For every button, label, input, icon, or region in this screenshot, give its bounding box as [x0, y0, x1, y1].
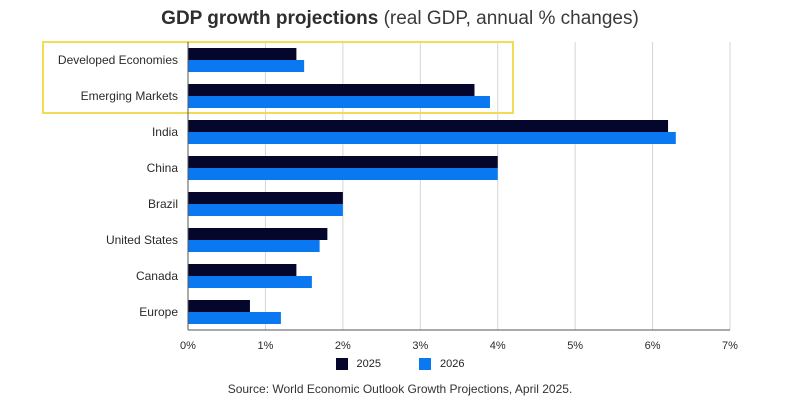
bars — [188, 48, 676, 324]
category-label: Developed Economies — [58, 53, 178, 67]
category-label: Canada — [136, 269, 178, 283]
bar-2026 — [188, 276, 312, 288]
bar-2025 — [188, 120, 669, 132]
bar-2026 — [188, 96, 490, 108]
legend-swatch-2026 — [419, 358, 431, 370]
category-label: China — [147, 161, 179, 175]
chart-title-subtitle: (real GDP, annual % changes) — [383, 8, 639, 29]
bar-2026 — [188, 240, 320, 252]
legend-item-2025: 2025 — [335, 358, 381, 370]
bar-2025 — [188, 156, 498, 168]
bar-2026 — [188, 312, 281, 324]
category-label: India — [152, 125, 178, 139]
category-label: Europe — [139, 305, 178, 319]
bar-2025 — [188, 228, 328, 240]
chart-title-main: GDP growth projections — [161, 8, 379, 29]
legend: 2025 2026 — [0, 358, 800, 370]
bar-2026 — [188, 60, 305, 72]
category-label: United States — [106, 233, 178, 247]
highlight-box — [42, 41, 514, 114]
bar-2026 — [188, 168, 498, 180]
legend-label-2026: 2026 — [440, 358, 465, 370]
bar-2025 — [188, 264, 297, 276]
bar-2025 — [188, 84, 475, 96]
category-label: Brazil — [148, 197, 178, 211]
axes — [187, 42, 730, 331]
x-tick-labels: 0% 1% 2% 3% 4% 5% 6% 7% — [180, 340, 738, 352]
bar-2025 — [188, 192, 343, 204]
x-tick-label: 1% — [257, 340, 273, 352]
bar-2026 — [188, 204, 343, 216]
x-tick-label: 4% — [490, 340, 506, 352]
x-tick-label: 5% — [567, 340, 583, 352]
highlight-box-group — [42, 41, 514, 114]
x-tick-label: 0% — [180, 340, 196, 352]
x-tick-label: 2% — [335, 340, 351, 352]
source-note: Source: World Economic Outlook Growth Pr… — [227, 382, 573, 396]
bar-2025 — [188, 48, 297, 60]
x-tick-label: 6% — [645, 340, 661, 352]
category-labels: Developed Economies Emerging Markets India… — [58, 53, 178, 319]
legend-item-2026: 2026 — [419, 358, 464, 370]
legend-swatch-2025 — [335, 358, 348, 370]
category-label: Emerging Markets — [81, 89, 178, 103]
x-tick-label: 3% — [412, 340, 428, 352]
legend-label-2025: 2025 — [356, 358, 381, 370]
chart-title: GDP growth projections (real GDP, annual… — [0, 8, 800, 30]
bar-2026 — [188, 132, 676, 144]
x-tick-label: 7% — [722, 340, 738, 352]
bar-2025 — [188, 300, 250, 312]
